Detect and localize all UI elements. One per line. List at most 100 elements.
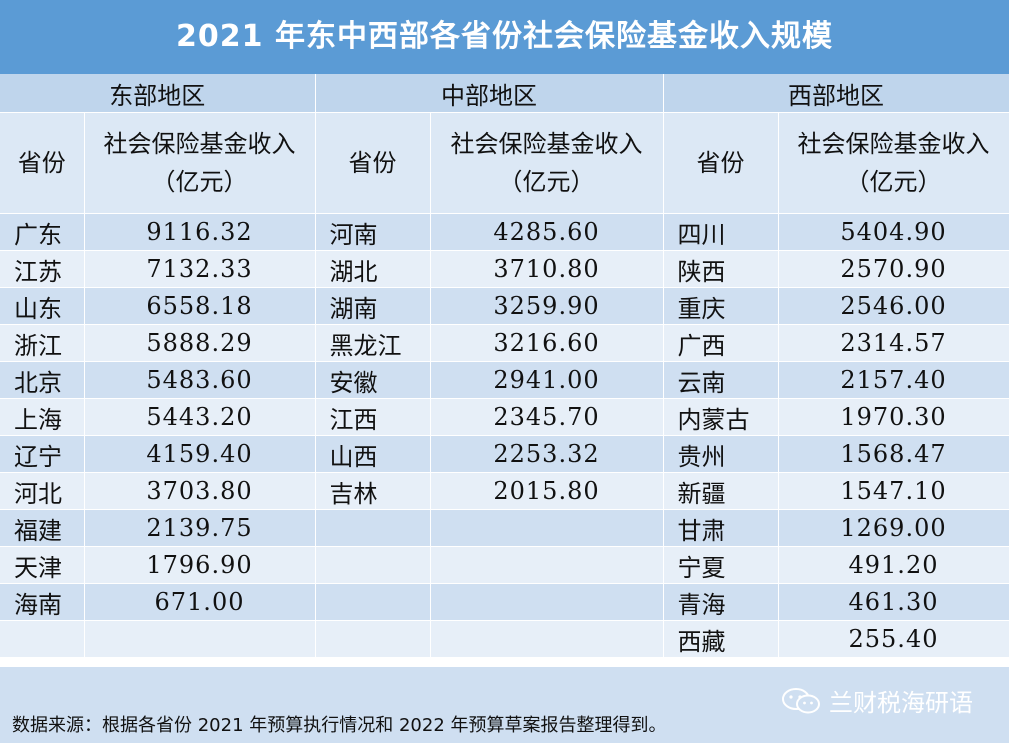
table-row: 天津 1796.90 宁夏 491.20 <box>0 546 1009 584</box>
table-title: 2021 年东中西部各省份社会保险基金收入规模 <box>0 0 1009 74</box>
income-cell <box>84 620 316 658</box>
col-income-east: 社会保险基金收入 （亿元） <box>84 112 316 214</box>
col-income-unit: （亿元） <box>845 168 942 196</box>
income-cell: 2546.00 <box>778 287 1009 325</box>
income-cell: 5483.60 <box>84 361 316 399</box>
table-row: 辽宁 4159.40 山西 2253.32 贵州 1568.47 <box>0 435 1009 473</box>
province-cell: 广西 <box>663 324 779 362</box>
income-cell: 5443.20 <box>84 398 316 436</box>
income-cell: 2157.40 <box>778 361 1009 399</box>
table-row: 海南 671.00 青海 461.30 <box>0 583 1009 621</box>
province-cell: 新疆 <box>663 472 779 510</box>
income-cell: 1796.90 <box>84 546 316 584</box>
footer: 兰财税海研语 数据来源：根据各省份 2021 年预算执行情况和 2022 年预算… <box>0 667 1009 743</box>
province-cell: 湖北 <box>315 250 431 288</box>
income-cell: 671.00 <box>84 583 316 621</box>
province-cell: 福建 <box>0 509 85 547</box>
region-central: 中部地区 <box>315 74 664 113</box>
province-cell: 吉林 <box>315 472 431 510</box>
region-east: 东部地区 <box>0 74 316 113</box>
income-cell: 1269.00 <box>778 509 1009 547</box>
income-table: 东部地区 中部地区 西部地区 省份 社会保险基金收入 （亿元） 省份 社会保险基金… <box>0 74 1009 658</box>
province-cell: 重庆 <box>663 287 779 325</box>
province-cell: 贵州 <box>663 435 779 473</box>
province-cell: 河北 <box>0 472 85 510</box>
province-cell: 山西 <box>315 435 431 473</box>
income-cell: 3703.80 <box>84 472 316 510</box>
income-cell <box>430 509 664 547</box>
col-income-label: 社会保险基金收入 <box>450 130 643 158</box>
wechat-icon <box>782 687 820 713</box>
region-header-row: 东部地区 中部地区 西部地区 <box>0 74 1009 113</box>
province-cell: 天津 <box>0 546 85 584</box>
income-cell: 2139.75 <box>84 509 316 547</box>
province-cell: 宁夏 <box>663 546 779 584</box>
income-cell: 2314.57 <box>778 324 1009 362</box>
column-header-row: 省份 社会保险基金收入 （亿元） 省份 社会保险基金收入 （亿元） 省份 社会保险基… <box>0 112 1009 214</box>
source-note: 数据来源：根据各省份 2021 年预算执行情况和 2022 年预算草案报告整理得… <box>12 715 667 736</box>
province-cell: 云南 <box>663 361 779 399</box>
table-row: 北京 5483.60 安徽 2941.00 云南 2157.40 <box>0 361 1009 399</box>
province-cell <box>315 509 431 547</box>
income-cell: 3259.90 <box>430 287 664 325</box>
col-province-west: 省份 <box>663 112 779 214</box>
province-cell: 青海 <box>663 583 779 621</box>
income-cell <box>430 583 664 621</box>
income-cell: 5888.29 <box>84 324 316 362</box>
table-row: 福建 2139.75 甘肃 1269.00 <box>0 509 1009 547</box>
income-cell: 7132.33 <box>84 250 316 288</box>
income-cell: 6558.18 <box>84 287 316 325</box>
table-row: 江苏 7132.33 湖北 3710.80 陕西 2570.90 <box>0 250 1009 288</box>
province-cell: 江西 <box>315 398 431 436</box>
table-row: 浙江 5888.29 黑龙江 3216.60 广西 2314.57 <box>0 324 1009 362</box>
province-cell: 陕西 <box>663 250 779 288</box>
income-cell: 1970.30 <box>778 398 1009 436</box>
col-income-unit: （亿元） <box>151 168 248 196</box>
province-cell: 安徽 <box>315 361 431 399</box>
col-income-central: 社会保险基金收入 （亿元） <box>430 112 664 214</box>
col-income-unit: （亿元） <box>498 168 595 196</box>
income-cell: 2015.80 <box>430 472 664 510</box>
province-cell: 内蒙古 <box>663 398 779 436</box>
col-income-label: 社会保险基金收入 <box>103 130 296 158</box>
province-cell: 浙江 <box>0 324 85 362</box>
province-cell: 北京 <box>0 361 85 399</box>
province-cell: 江苏 <box>0 250 85 288</box>
col-income-label: 社会保险基金收入 <box>797 130 990 158</box>
province-cell: 海南 <box>0 583 85 621</box>
income-cell: 491.20 <box>778 546 1009 584</box>
region-west: 西部地区 <box>663 74 1009 113</box>
col-province-east: 省份 <box>0 112 85 214</box>
province-cell <box>315 583 431 621</box>
income-cell: 461.30 <box>778 583 1009 621</box>
province-cell: 山东 <box>0 287 85 325</box>
col-income-west: 社会保险基金收入 （亿元） <box>778 112 1009 214</box>
income-cell: 2570.90 <box>778 250 1009 288</box>
col-province-central: 省份 <box>315 112 431 214</box>
income-cell: 5404.90 <box>778 213 1009 251</box>
income-cell: 2941.00 <box>430 361 664 399</box>
province-cell: 湖南 <box>315 287 431 325</box>
income-cell: 4159.40 <box>84 435 316 473</box>
income-cell: 2345.70 <box>430 398 664 436</box>
province-cell: 河南 <box>315 213 431 251</box>
income-cell: 1547.10 <box>778 472 1009 510</box>
province-cell <box>315 546 431 584</box>
table-row: 上海 5443.20 江西 2345.70 内蒙古 1970.30 <box>0 398 1009 436</box>
income-cell <box>430 620 664 658</box>
income-cell: 255.40 <box>778 620 1009 658</box>
income-cell: 1568.47 <box>778 435 1009 473</box>
income-cell: 3710.80 <box>430 250 664 288</box>
watermark-text: 兰财税海研语 <box>829 689 973 717</box>
income-cell: 3216.60 <box>430 324 664 362</box>
income-cell: 9116.32 <box>84 213 316 251</box>
table-row: 西藏 255.40 <box>0 620 1009 658</box>
income-cell: 2253.32 <box>430 435 664 473</box>
province-cell: 西藏 <box>663 620 779 658</box>
table-row: 山东 6558.18 湖南 3259.90 重庆 2546.00 <box>0 287 1009 325</box>
province-cell <box>315 620 431 658</box>
province-cell <box>0 620 85 658</box>
table-row: 河北 3703.80 吉林 2015.80 新疆 1547.10 <box>0 472 1009 510</box>
income-cell: 4285.60 <box>430 213 664 251</box>
